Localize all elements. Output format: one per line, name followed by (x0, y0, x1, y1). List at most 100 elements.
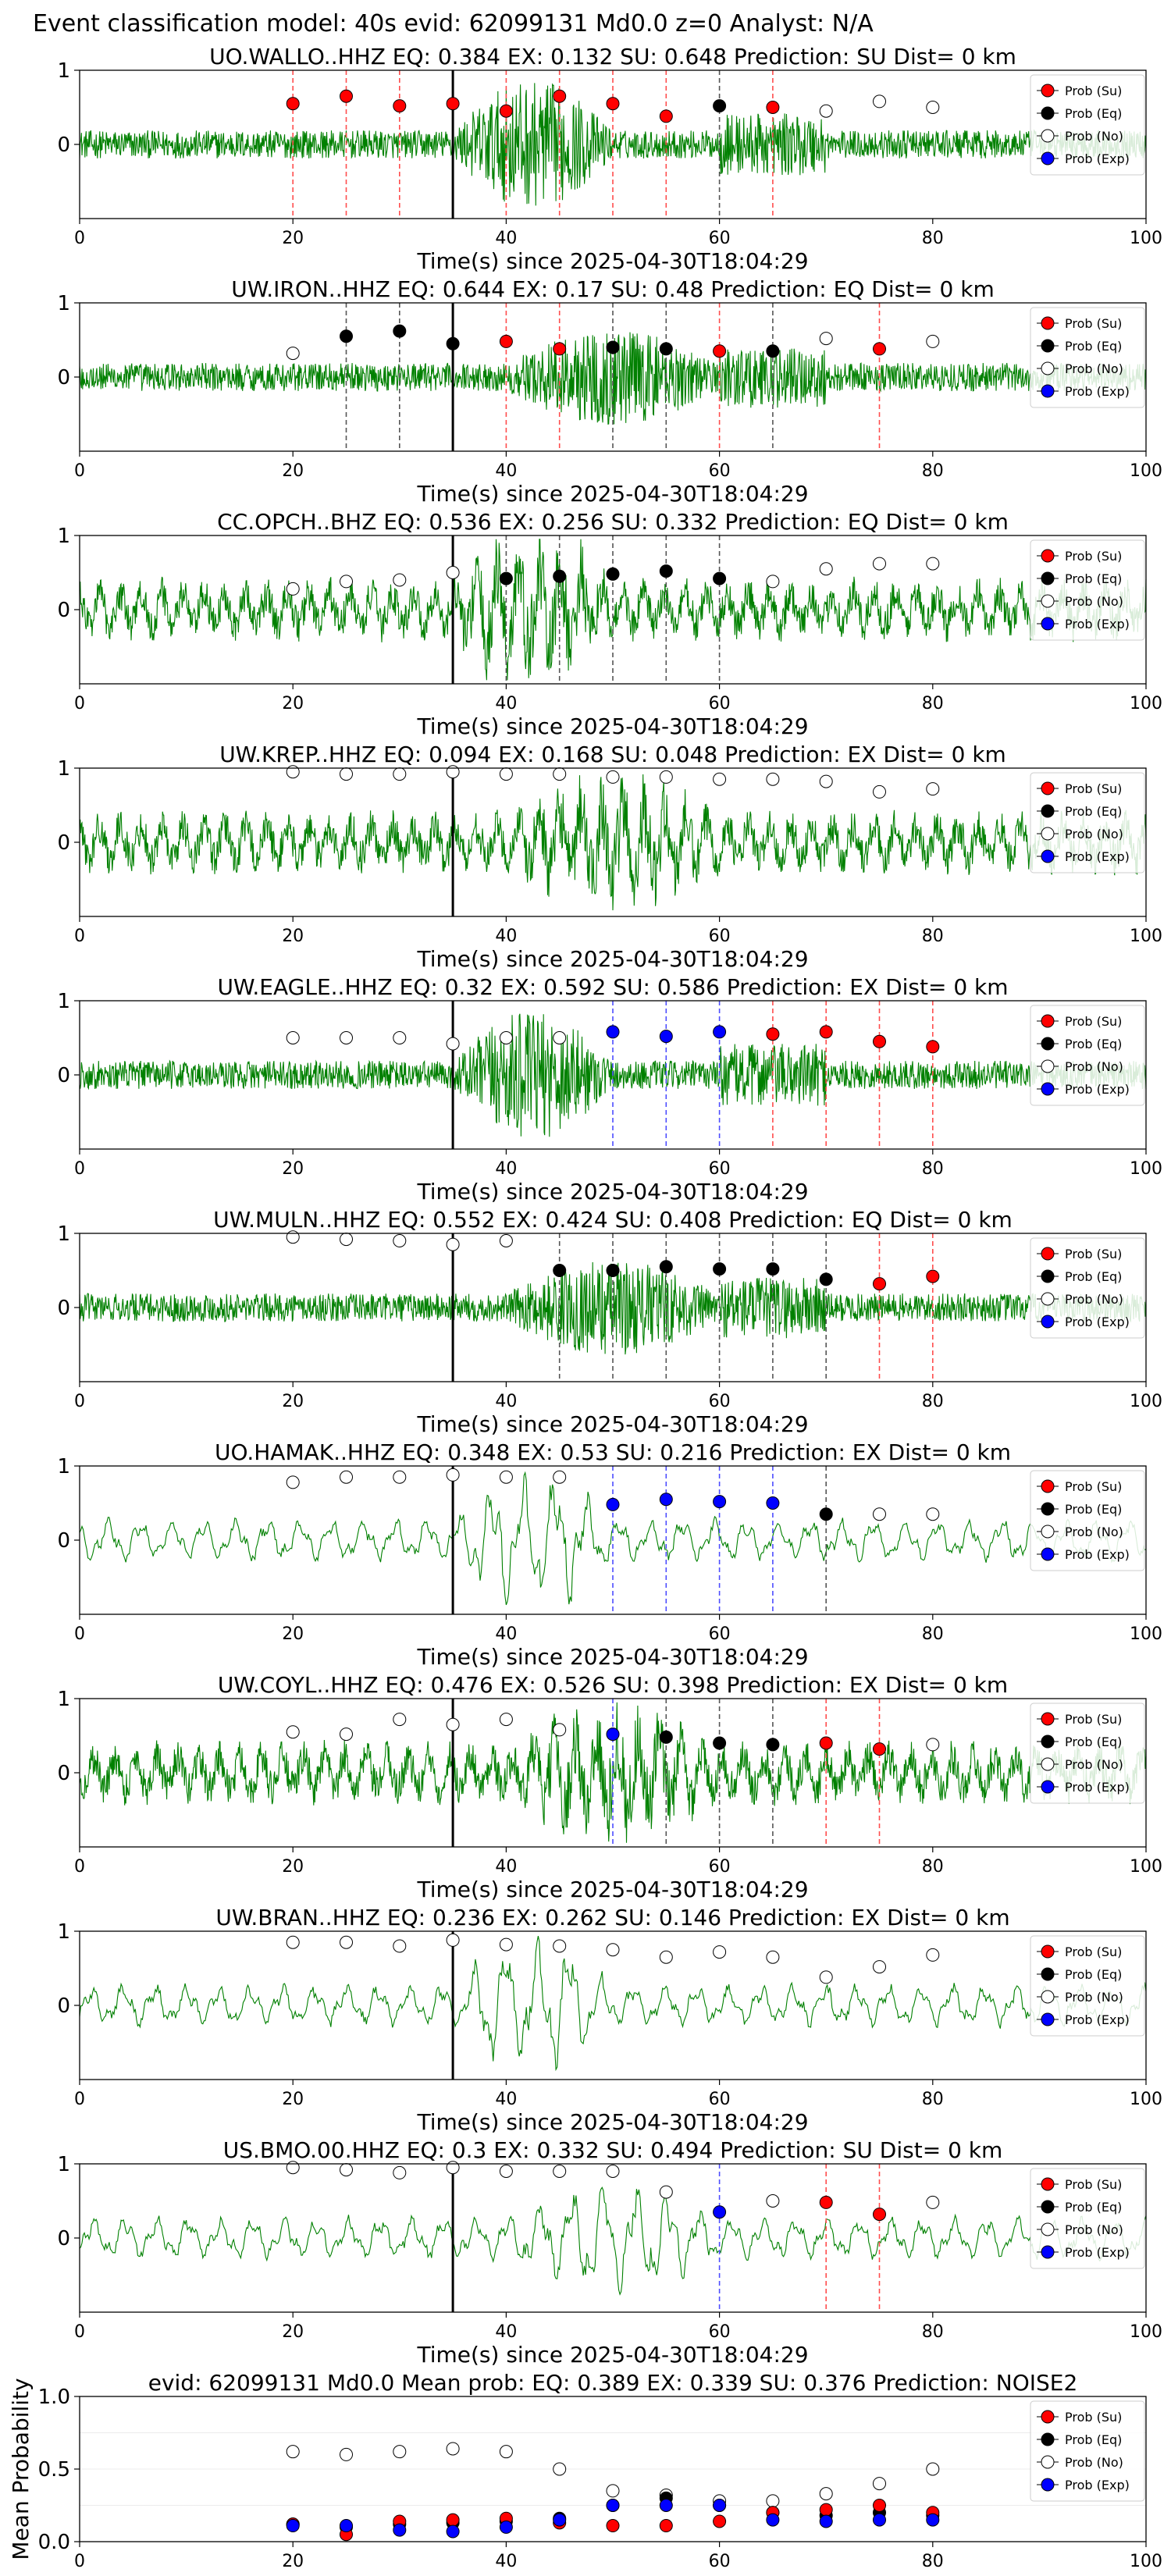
x-tick-label: 40 (495, 1392, 517, 1411)
legend-label-exp: Prob (Exp) (1065, 2245, 1130, 2260)
axes-frame (79, 2163, 1147, 2313)
prob-marker-no (340, 1727, 353, 1742)
prob-marker-no (659, 1950, 673, 1964)
prob-marker-eq (713, 1262, 727, 1276)
prob-marker-no (340, 1935, 353, 1949)
legend-marker-no (1041, 129, 1055, 143)
prob-marker-no (393, 1939, 407, 1953)
x-tick-label: 20 (282, 927, 304, 946)
x-tick-label: 100 (1130, 1159, 1162, 1179)
y-tick-label: 1 (57, 1222, 70, 1246)
legend-label-exp: Prob (Exp) (1065, 2012, 1130, 2027)
x-tick-label: 0 (74, 927, 85, 946)
prob-marker-no (446, 1468, 460, 1482)
y-tick-label: 1 (57, 1688, 70, 1711)
legend-label-exp: Prob (Exp) (1065, 384, 1130, 399)
x-tick-label: 40 (495, 927, 517, 946)
prob-marker-no (393, 2165, 407, 2179)
mean-marker-no (446, 2442, 460, 2456)
y-tick-label: 0 (57, 1994, 70, 2018)
prob-marker-eq (766, 344, 780, 358)
legend-marker-eq (1041, 106, 1055, 120)
legend-box (1030, 2400, 1145, 2502)
legend-label-su: Prob (Su) (1065, 549, 1122, 564)
panel-title: UW.BRAN..HHZ EQ: 0.236 EX: 0.262 SU: 0.1… (215, 1905, 1009, 1930)
prob-marker-no (499, 1713, 513, 1727)
panel-cc-opch--bhz: CC.OPCH..BHZ EQ: 0.536 EX: 0.256 SU: 0.3… (57, 509, 1162, 739)
legend-label-su: Prob (Su) (1065, 1712, 1122, 1727)
legend-label-exp: Prob (Exp) (1065, 849, 1130, 864)
prob-marker-su (553, 342, 567, 356)
mean-marker-su (606, 2519, 620, 2533)
legend-box (1030, 1935, 1145, 2037)
prob-marker-no (446, 765, 460, 779)
prob-marker-no (499, 1470, 513, 1484)
x-tick-label: 60 (709, 694, 731, 713)
prob-marker-no (446, 1717, 460, 1731)
legend-marker-eq (1041, 2432, 1055, 2446)
y-tick-label: 0 (57, 133, 70, 157)
x-tick-label: 40 (495, 1857, 517, 1877)
legend-marker-eq (1041, 1967, 1055, 1981)
legend-box (1030, 307, 1145, 408)
x-axis-label: Time(s) since 2025-04-30T18:04:29 (416, 1877, 808, 1902)
mean-marker-exp (926, 2513, 940, 2527)
mean-marker-no (553, 2462, 567, 2476)
prob-marker-no (926, 2195, 940, 2209)
prob-marker-su (393, 99, 407, 113)
prob-marker-no (766, 575, 780, 589)
x-tick-label: 20 (282, 229, 304, 248)
x-tick-label: 20 (282, 1624, 304, 1644)
legend-label-exp: Prob (Exp) (1065, 1082, 1130, 1097)
mean-marker-exp (340, 2519, 353, 2533)
x-tick-label: 80 (922, 1857, 944, 1877)
prob-marker-no (393, 1031, 407, 1044)
x-tick-label: 0 (74, 461, 85, 481)
legend-label-eq: Prob (Eq) (1065, 1502, 1122, 1517)
prob-marker-exp (713, 1025, 727, 1039)
panel-mean-probability: evid: 62099131 Md0.0 Mean prob: EQ: 0.38… (8, 2370, 1162, 2571)
prob-marker-no (340, 2163, 353, 2177)
panel-title: US.BMO.00.HHZ EQ: 0.3 EX: 0.332 SU: 0.49… (223, 2137, 1003, 2163)
x-tick-label: 40 (495, 461, 517, 481)
legend-label-eq: Prob (Eq) (1065, 1967, 1122, 1982)
x-axis-label: Time(s) since 2025-04-30T18:04:29 (416, 2342, 808, 2368)
legend-label-eq: Prob (Eq) (1065, 1037, 1122, 1051)
prob-marker-eq (819, 1272, 833, 1286)
prob-marker-no (873, 1960, 886, 1974)
prob-marker-su (766, 101, 780, 114)
legend-box (1030, 1237, 1145, 1339)
legend-label-exp: Prob (Exp) (1065, 617, 1130, 632)
x-tick-label: 80 (922, 927, 944, 946)
y-axis-label: Mean Probability (8, 2378, 34, 2560)
x-tick-label: 0 (74, 694, 85, 713)
prob-marker-no (340, 1470, 353, 1484)
legend-label-no: Prob (No) (1065, 827, 1123, 841)
prob-marker-eq (606, 1264, 620, 1277)
legend-marker-su (1041, 1944, 1055, 1959)
x-tick-label: 100 (1130, 694, 1162, 713)
x-tick-label: 0 (74, 229, 85, 248)
legend-marker-no (1041, 2222, 1055, 2236)
prob-marker-eq (713, 1736, 727, 1750)
legend-marker-eq (1041, 1037, 1055, 1051)
prob-marker-eq (553, 569, 567, 583)
legend-marker-su (1041, 1247, 1055, 1261)
prob-marker-no (766, 2194, 780, 2208)
y-tick-label: 1 (57, 59, 70, 83)
x-axis-label: Time(s) since 2025-04-30T18:04:29 (416, 481, 808, 507)
prob-marker-no (499, 767, 513, 781)
prob-marker-no (819, 104, 833, 118)
prob-marker-su (926, 1040, 940, 1054)
legend-label-no: Prob (No) (1065, 2222, 1123, 2237)
prob-marker-eq (713, 571, 727, 585)
legend-marker-exp (1041, 617, 1055, 631)
legend-label-eq: Prob (Eq) (1065, 1269, 1122, 1284)
x-tick-label: 60 (709, 1857, 731, 1877)
legend-label-eq: Prob (Eq) (1065, 106, 1122, 121)
panel-uo-hamak--hhz: UO.HAMAK..HHZ EQ: 0.348 EX: 0.53 SU: 0.2… (57, 1439, 1162, 1670)
legend-label-su: Prob (Su) (1065, 1479, 1122, 1494)
panel-title: UW.KREP..HHZ EQ: 0.094 EX: 0.168 SU: 0.0… (219, 742, 1006, 767)
legend-label-no: Prob (No) (1065, 2455, 1123, 2470)
prob-marker-no (286, 1475, 300, 1489)
